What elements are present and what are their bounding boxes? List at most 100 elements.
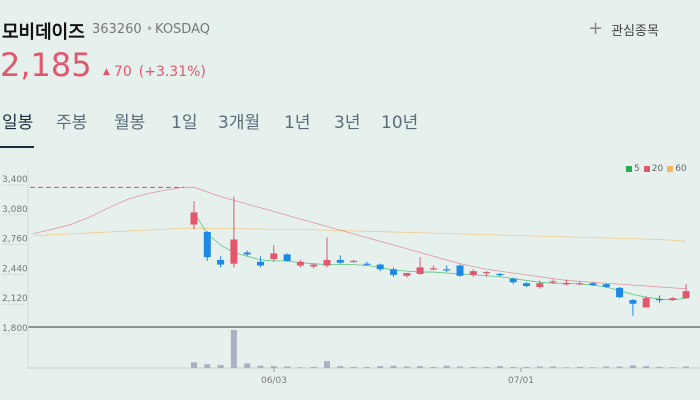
volume-bar	[523, 366, 530, 368]
volume-bar	[244, 363, 251, 368]
candle-body	[323, 259, 331, 266]
candle	[642, 296, 650, 308]
candle-body	[536, 283, 544, 287]
volume-bar	[230, 330, 237, 368]
chart-legend: 5 20 60	[626, 164, 691, 174]
separator-dot: •	[146, 22, 154, 36]
y-tick-label: 3,400	[2, 175, 28, 185]
tab-daily[interactable]: 일봉	[2, 113, 34, 133]
tab-1day[interactable]: 1일	[171, 113, 198, 133]
candle-body	[682, 291, 690, 299]
y-tick-label: 1,800	[2, 324, 28, 334]
legend-item-ma60: 60	[667, 164, 687, 174]
volume-bar	[417, 366, 424, 368]
legend-label: 5	[634, 164, 640, 174]
candle-body	[656, 299, 663, 301]
candle-body	[483, 272, 491, 274]
volume-bar	[270, 366, 277, 368]
candle	[509, 277, 517, 285]
candle	[363, 261, 371, 266]
volume-bar	[576, 366, 583, 368]
candle-body	[270, 253, 278, 260]
candle	[390, 267, 397, 277]
current-price: 2,185	[0, 46, 92, 84]
candle-body	[616, 287, 624, 298]
volume-bar	[616, 366, 623, 368]
candle	[602, 283, 610, 288]
candle	[589, 282, 597, 287]
volume-bar	[297, 367, 304, 368]
legend-swatch	[643, 166, 650, 172]
candle	[469, 269, 477, 277]
candle-body	[523, 283, 530, 287]
candle	[416, 257, 424, 275]
volume-bar	[496, 366, 503, 368]
legend-swatch	[667, 166, 674, 172]
candle-body	[642, 298, 650, 308]
candle-body	[509, 278, 517, 283]
candle	[616, 286, 624, 299]
tab-3years[interactable]: 3년	[334, 113, 361, 133]
price-chart[interactable]: 3,400 3,080 2,760 2,440 2,120 1,800 06/03 07/0…	[0, 150, 700, 400]
moving-average-lines	[30, 186, 687, 301]
up-arrow-icon: ▲	[103, 67, 110, 77]
volume-bar	[603, 366, 610, 368]
volume-bar	[550, 366, 557, 368]
candle-body	[416, 267, 424, 274]
volume-bar	[403, 366, 410, 368]
candle-body	[230, 239, 238, 264]
volume-bar	[377, 366, 384, 368]
legend-label: 60	[675, 164, 687, 174]
tab-3months[interactable]: 3개월	[218, 113, 261, 133]
volume-bar	[457, 366, 463, 368]
volume-bar	[483, 366, 490, 368]
candle-body	[243, 252, 251, 255]
candle-body	[562, 283, 570, 285]
market-label: KOSDAQ	[155, 22, 210, 37]
candles	[190, 196, 690, 316]
candle-body	[336, 259, 344, 263]
legend-item-ma20: 20	[643, 164, 663, 174]
y-tick-label: 2,760	[2, 235, 28, 245]
tab-10years[interactable]: 10년	[381, 113, 419, 133]
candle	[429, 265, 437, 271]
volume-bar	[324, 361, 330, 368]
y-axis-ticks: 3,400 3,080 2,760 2,440 2,120 1,800	[2, 175, 28, 335]
chart-grid	[27, 170, 700, 369]
stock-name: 모비데이즈	[2, 22, 85, 43]
candle-body	[203, 232, 211, 258]
legend-swatch	[626, 166, 632, 172]
volume-bar	[683, 366, 690, 368]
volume-bars	[191, 330, 690, 368]
candle-body	[257, 261, 264, 266]
tab-weekly[interactable]: 주봉	[56, 113, 88, 133]
volume-bar	[563, 367, 570, 368]
candle	[536, 280, 544, 289]
candle-body	[629, 299, 637, 304]
stock-code: 363260	[92, 22, 142, 37]
legend-item-ma5: 5	[626, 164, 640, 174]
plus-icon: +	[588, 18, 604, 39]
candle-body	[443, 269, 451, 271]
ma5-line	[193, 212, 687, 301]
candle-body	[296, 261, 304, 266]
candle	[496, 272, 504, 277]
candle	[682, 284, 690, 300]
candle	[336, 255, 344, 264]
y-tick-label: 2,120	[2, 294, 28, 304]
tab-monthly[interactable]: 월봉	[114, 113, 146, 133]
candle-body	[310, 264, 318, 267]
candle	[350, 259, 358, 263]
candle	[669, 297, 677, 301]
volume-bar	[443, 365, 450, 368]
candle	[323, 237, 331, 268]
volume-bar	[310, 366, 317, 368]
add-favorite-button[interactable]: + 관심종목	[588, 18, 659, 40]
candle-body	[549, 281, 557, 283]
candle	[443, 265, 451, 273]
tab-1year[interactable]: 1년	[284, 113, 311, 133]
y-tick-label: 2,440	[2, 264, 28, 274]
candle	[576, 281, 584, 286]
y-tick-label: 3,080	[2, 205, 28, 215]
volume-bar	[629, 365, 636, 368]
